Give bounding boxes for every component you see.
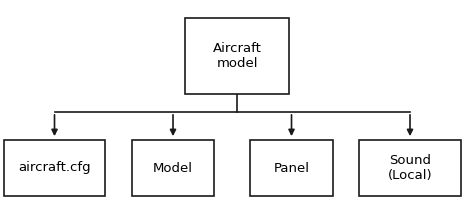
FancyBboxPatch shape [359,140,461,196]
Text: Sound
(Local): Sound (Local) [388,154,432,182]
Text: Aircraft
model: Aircraft model [212,42,262,70]
Text: Model: Model [153,162,193,174]
FancyBboxPatch shape [131,140,214,196]
FancyBboxPatch shape [250,140,333,196]
FancyBboxPatch shape [185,18,289,94]
Text: Panel: Panel [273,162,310,174]
Text: aircraft.cfg: aircraft.cfg [18,162,91,174]
FancyBboxPatch shape [4,140,105,196]
